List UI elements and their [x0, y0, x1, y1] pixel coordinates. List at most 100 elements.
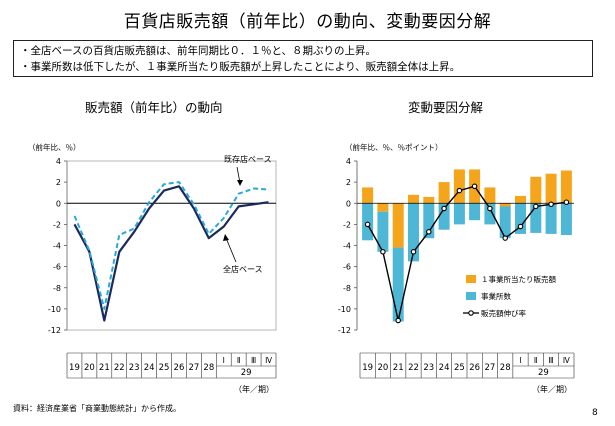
right-y-tick-label: -6: [343, 263, 351, 272]
right-x-tick-label: 23: [423, 363, 434, 373]
left-annotation-all: 全店ベース: [223, 264, 263, 274]
left-x-tick-label: 27: [188, 363, 199, 373]
right-growth-marker: [410, 249, 417, 255]
left-x-tick-label: 26: [174, 363, 185, 373]
right-growth-marker: [380, 249, 386, 255]
legend-label-growth: 販売額伸び率: [481, 308, 526, 318]
right-x-tick-label: 26: [469, 363, 480, 373]
right-x-tick-label: 19: [362, 363, 373, 373]
bar-establishment-count: [545, 203, 557, 234]
right-y-tick-label: 2: [346, 178, 351, 187]
bar-establishment-count: [423, 203, 435, 239]
bar-establishment-count: [499, 206, 511, 239]
bar-per-establishment-sales: [408, 194, 419, 204]
right-growth-marker: [471, 183, 478, 190]
right-y-tick-label: -10: [338, 305, 351, 314]
right-x-tick-label: 21: [393, 363, 404, 373]
legend-label-per-establishment: １事業所当たり販売額: [481, 274, 556, 284]
left-x-tick-label: 28: [203, 363, 214, 373]
bar-per-establishment-sales: [515, 195, 526, 204]
right-x-tick-label: 22: [408, 363, 419, 373]
left-y-tick-label: 2: [56, 178, 61, 187]
left-y-tick-label: -4: [53, 242, 61, 251]
right-x-tick-label: 28: [500, 363, 511, 373]
left-x-tick-label: Ⅱ: [237, 356, 241, 365]
left-series-line-all-stores: [73, 185, 269, 322]
bar-establishment-count: [469, 203, 481, 221]
left-series-line-existing-stores: [73, 181, 269, 310]
left-y-tick-label: -10: [48, 305, 61, 314]
right-y-tick-label: -2: [343, 220, 351, 229]
left-y-tick-label: 0: [56, 199, 61, 208]
right-growth-marker: [502, 235, 508, 241]
right-growth-marker: [441, 205, 447, 212]
bar-per-establishment-sales: [362, 187, 374, 204]
right-y-tick-label: -4: [343, 242, 351, 251]
left-x-tick-label: Ⅲ: [251, 356, 256, 365]
slide-title: 百貨店販売額（前年比）の動向、変動要因分解: [123, 12, 492, 32]
left-chart-title: 販売額（前年比）の動向: [85, 100, 223, 115]
right-growth-line: [366, 185, 567, 321]
right-growth-marker: [364, 221, 371, 228]
right-growth-marker: [548, 201, 554, 208]
left-annotation-existing-arrowhead: [237, 180, 243, 186]
bar-per-establishment-sales: [560, 170, 572, 204]
right-growth-marker: [395, 317, 401, 324]
left-x-tick-label: 19: [69, 363, 80, 373]
left-y-tick-label: -8: [53, 284, 61, 293]
right-x-tick-label: 25: [454, 363, 465, 373]
legend-swatch-establishment-count: [466, 292, 476, 300]
left-x-tick-label: Ⅳ: [265, 356, 272, 365]
page-number: 8: [592, 408, 598, 418]
right-growth-marker: [426, 229, 432, 235]
bar-per-establishment-sales: [392, 203, 404, 248]
left-year-29-label: 29: [241, 368, 252, 378]
bar-establishment-count: [530, 203, 542, 233]
left-period-label: （年／期）: [234, 384, 274, 394]
bar-per-establishment-sales: [530, 176, 542, 204]
right-growth-marker: [517, 223, 524, 230]
left-y-tick-label: -12: [48, 326, 61, 335]
right-x-tick-label: Ⅱ: [534, 356, 538, 365]
left-y-tick-label: -6: [53, 263, 61, 272]
legend-label-establishment-count: 事業所数: [481, 291, 511, 301]
legend-swatch-growth-marker: [468, 310, 474, 316]
right-x-tick-label: 20: [378, 363, 389, 373]
left-annotation-all-arrow: [225, 237, 237, 263]
bar-establishment-count: [515, 203, 526, 234]
right-x-tick-label: Ⅳ: [563, 356, 570, 365]
left-x-tick-label: 25: [159, 363, 170, 373]
right-unit-label: （前年比、％、％ポイント）: [345, 142, 443, 152]
bar-establishment-count: [453, 203, 465, 225]
legend-swatch-per-establishment: [466, 275, 476, 283]
left-x-tick-label: 22: [114, 363, 125, 373]
bar-establishment-count: [560, 203, 572, 235]
left-x-tick-label: 21: [99, 363, 110, 373]
right-year-29-label: 29: [538, 368, 549, 378]
bar-establishment-count: [438, 203, 450, 230]
bar-per-establishment-sales: [484, 187, 496, 204]
bar-per-establishment-sales: [545, 173, 557, 204]
bar-establishment-count: [484, 203, 496, 225]
left-x-tick-label: 24: [144, 363, 155, 373]
right-period-label: （年／期）: [532, 384, 572, 394]
bar-establishment-count: [377, 211, 389, 252]
summary-box: ・全店ベースの百貨店販売額は、前年同期比０．１％と、８期ぶりの上昇。 ・事業所数…: [13, 40, 593, 77]
right-growth-marker: [487, 205, 493, 212]
right-x-tick-label: 24: [439, 363, 450, 373]
bar-per-establishment-sales: [377, 203, 389, 212]
right-x-tick-label: 27: [485, 363, 496, 373]
bar-per-establishment-sales: [423, 196, 435, 204]
summary-bullet-2: ・事業所数は低下したが、１事業所当たり販売額が上昇したことにより、販売額全体は上…: [20, 61, 461, 73]
bar-per-establishment-sales: [438, 182, 450, 204]
right-y-tick-label: 0: [346, 199, 351, 208]
left-annotation-all-arrowhead: [223, 234, 229, 241]
right-y-tick-label: -12: [338, 326, 351, 335]
right-growth-marker: [533, 203, 539, 210]
bar-per-establishment-sales: [453, 169, 465, 204]
left-y-tick-label: 4: [56, 157, 61, 166]
bar-per-establishment-sales: [499, 203, 511, 207]
